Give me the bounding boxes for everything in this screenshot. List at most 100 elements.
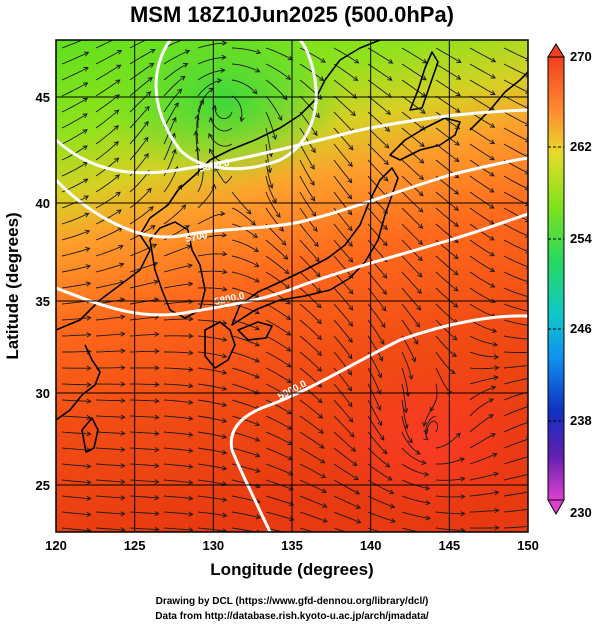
streamline: [401, 367, 409, 397]
streamline-arrowhead: [194, 114, 200, 120]
contour-5700: [56, 156, 528, 239]
contour-5900: [229, 314, 528, 532]
streamline: [265, 191, 281, 218]
streamline-arrowhead: [86, 511, 92, 518]
streamline-arrowhead: [347, 241, 353, 248]
streamline-arrowhead: [321, 488, 327, 493]
streamline-arrowhead: [348, 289, 354, 295]
streamline-arrowhead: [316, 366, 323, 372]
streamline: [265, 399, 292, 415]
streamline: [435, 207, 459, 227]
streamline: [129, 121, 149, 145]
streamline-arrowhead: [268, 183, 274, 189]
streamline-arrowhead: [120, 446, 126, 453]
streamline: [469, 223, 495, 241]
streamline: [163, 527, 193, 531]
streamline-arrowhead: [316, 318, 322, 325]
streamline-arrowhead: [145, 91, 152, 97]
streamline-arrowhead: [288, 470, 294, 476]
streamline-arrowhead: [268, 151, 274, 158]
streamline-arrowhead: [154, 463, 160, 469]
streamline-arrowhead: [188, 281, 194, 287]
streamline: [129, 91, 151, 113]
streamline: [333, 399, 354, 423]
streamline: [95, 431, 125, 434]
streamline-arrowhead: [529, 337, 533, 341]
streamline-arrowhead: [419, 142, 425, 148]
streamline-arrowhead: [85, 247, 91, 252]
streamline-arrowhead: [281, 240, 287, 246]
streamline-arrowhead: [459, 457, 465, 463]
streamline-arrowhead: [222, 286, 228, 292]
streamline: [503, 95, 528, 109]
streamline-arrowhead: [388, 489, 395, 495]
streamline: [435, 127, 460, 146]
streamline: [299, 191, 317, 217]
streamline: [95, 479, 125, 483]
streamline-arrowhead: [453, 270, 459, 276]
streamline-arrowhead: [352, 461, 358, 467]
streamline-arrowhead: [285, 330, 292, 336]
x-tick-label: 120: [45, 538, 67, 553]
streamline-arrowhead: [286, 362, 292, 368]
streamline: [333, 159, 353, 183]
streamline: [61, 479, 91, 484]
streamline: [265, 495, 294, 506]
streamline: [401, 463, 429, 476]
streamline: [163, 383, 193, 387]
streamline-arrowhead: [254, 373, 260, 379]
streamline: [265, 335, 291, 352]
streamline: [333, 527, 347, 532]
streamline: [435, 527, 465, 531]
streamline: [163, 301, 193, 305]
streamline-arrowhead: [347, 370, 353, 376]
streamline: [469, 239, 495, 257]
streamline: [299, 495, 327, 508]
streamline-arrowhead: [348, 417, 354, 423]
streamline-arrowhead: [453, 254, 459, 260]
streamline: [367, 463, 393, 481]
streamline-arrowhead: [114, 109, 120, 115]
streamline: [61, 317, 91, 321]
streamline-arrowhead: [377, 420, 383, 427]
streamline-arrowhead: [493, 471, 499, 477]
coast-hokkaido: [389, 117, 461, 161]
streamline: [231, 447, 260, 457]
streamline: [61, 97, 88, 113]
streamline: [469, 433, 496, 449]
streamline: [231, 95, 243, 122]
streamline-arrowhead: [322, 517, 328, 523]
streamline: [129, 206, 154, 225]
coast-taiwan: [81, 417, 99, 453]
streamline-arrowhead: [525, 248, 528, 254]
streamline-arrowhead: [347, 161, 353, 168]
streamline: [435, 79, 461, 97]
streamline-arrowhead: [188, 299, 194, 305]
colorbar-label: 254: [570, 231, 592, 246]
streamline: [265, 431, 293, 445]
streamline-arrowhead: [86, 398, 92, 404]
streamline-arrowhead: [417, 256, 423, 262]
streamline: [95, 109, 119, 129]
streamline-arrowhead: [120, 365, 126, 371]
streamline-arrowhead: [116, 49, 123, 55]
coast-kyushu: [204, 321, 236, 369]
streamline-arrowhead: [314, 256, 320, 263]
streamline: [299, 319, 322, 340]
streamline-arrowhead: [489, 219, 495, 225]
streamline: [333, 351, 352, 376]
streamline: [435, 495, 465, 498]
streamline: [197, 56, 226, 65]
streamline: [95, 174, 120, 193]
streamline: [231, 239, 259, 252]
streamline: [469, 376, 498, 385]
streamline-arrowhead: [220, 211, 226, 217]
streamline: [163, 447, 193, 452]
streamline: [299, 431, 325, 449]
streamline-arrowhead: [354, 489, 361, 495]
streamline: [401, 495, 430, 504]
streamline-arrowhead: [489, 203, 495, 209]
streamline: [435, 287, 458, 308]
streamline: [503, 456, 528, 465]
streamline-arrowhead: [120, 348, 126, 354]
